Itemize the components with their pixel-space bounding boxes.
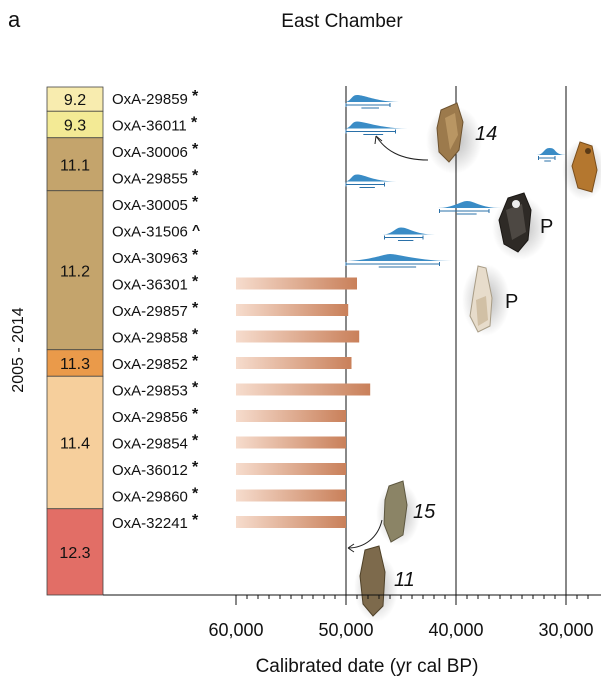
sample-label: OxA-29854 *: [112, 433, 199, 453]
annotation-p-tooth: P: [505, 291, 518, 313]
probability-distribution: [437, 201, 501, 215]
probability-distribution: [344, 254, 452, 268]
layer-cell-9-2: [46, 86, 104, 112]
layer-cell-12-3: [46, 508, 104, 596]
probability-distribution: [536, 148, 567, 162]
sample-label: OxA-32241 *: [112, 512, 199, 532]
x-tick-label: 40,000: [428, 620, 483, 640]
specimen-photos: [354, 102, 601, 622]
x-axis-label: Calibrated date (yr cal BP): [256, 656, 479, 677]
data-marks: [236, 95, 567, 528]
minimum-age-bar: [236, 436, 346, 449]
sample-label: OxA-29856 *: [112, 406, 199, 426]
layer-label: 11.1: [60, 157, 90, 174]
sample-label: OxA-30963 *: [112, 247, 199, 267]
sample-label: OxA-29852 *: [112, 353, 199, 373]
sample-label: OxA-30006 *: [112, 141, 199, 161]
layer-cell-11-2: [46, 190, 104, 351]
layer-label: 11.3: [60, 356, 90, 373]
minimum-age-bar: [236, 304, 349, 316]
specimen-14-photo: [426, 102, 482, 174]
probability-distribution: [344, 174, 397, 188]
layer-label: 12.3: [59, 545, 90, 562]
layer-label: 11.4: [60, 436, 90, 453]
chart-title: East Chamber: [281, 11, 403, 32]
sample-label: OxA-36301 *: [112, 274, 199, 294]
sample-label: OxA-29855 *: [112, 168, 199, 188]
sample-label: OxA-31506 ^: [112, 222, 200, 241]
annotation-11: 11: [394, 569, 415, 591]
layer-label: 9.2: [64, 92, 86, 109]
sample-label: OxA-29853 *: [112, 380, 199, 400]
minimum-age-bar: [236, 516, 346, 528]
x-tick-label: 60,000: [208, 620, 263, 640]
probability-distribution: [382, 227, 435, 241]
specimen-annotations: 14 P P 15 11: [394, 123, 553, 591]
minimum-age-bar: [236, 489, 346, 502]
sample-label: OxA-29857 *: [112, 300, 199, 320]
layer-column: 9.2 9.3 11.1 11.2 11.3 11.4 12.3: [46, 86, 104, 596]
layer-label: 9.3: [64, 118, 86, 135]
probability-distribution: [344, 121, 408, 135]
x-tick-label: 30,000: [538, 620, 593, 640]
sample-label: OxA-36011 *: [112, 115, 198, 135]
layer-label: 11.2: [60, 263, 90, 280]
specimen-tooth-p-photo: [462, 264, 510, 336]
layer-cell-9-3: [46, 110, 104, 139]
x-axis: 60,000 50,000 40,000 30,000: [103, 594, 601, 640]
specimen-pendant-p-photo: [492, 192, 548, 260]
sample-label: OxA-29858 *: [112, 327, 199, 347]
sample-label: OxA-36012 *: [112, 459, 199, 479]
layer-cell-11-4: [46, 375, 104, 510]
annotation-15: 15: [413, 501, 436, 523]
annotation-p-pendant: P: [540, 216, 553, 238]
y-axis-label: 2005 - 2014: [10, 307, 27, 393]
minimum-age-bar: [236, 463, 346, 475]
minimum-age-bar: [236, 357, 352, 369]
sample-label: OxA-29860 *: [112, 486, 199, 506]
sample-label: OxA-29859 *: [112, 88, 199, 108]
specimen-15-photo: [376, 480, 420, 546]
x-tick-label: 50,000: [318, 620, 373, 640]
annotation-14: 14: [475, 123, 497, 145]
panel-label: a: [8, 7, 21, 32]
layer-cell-11-1: [46, 137, 104, 192]
probability-distribution: [344, 95, 402, 109]
specimen-11-photo: [354, 545, 398, 622]
specimen-pendant-tooth-photo: [562, 140, 601, 200]
sample-label: OxA-30005 *: [112, 194, 199, 214]
sample-labels: OxA-29859 * OxA-36011 * OxA-30006 * OxA-298…: [112, 88, 200, 532]
minimum-age-bar: [236, 410, 346, 422]
minimum-age-bar: [236, 383, 371, 396]
minimum-age-bar: [236, 277, 357, 290]
minimum-age-bar: [236, 330, 360, 343]
pointer-arrows: [347, 135, 429, 553]
